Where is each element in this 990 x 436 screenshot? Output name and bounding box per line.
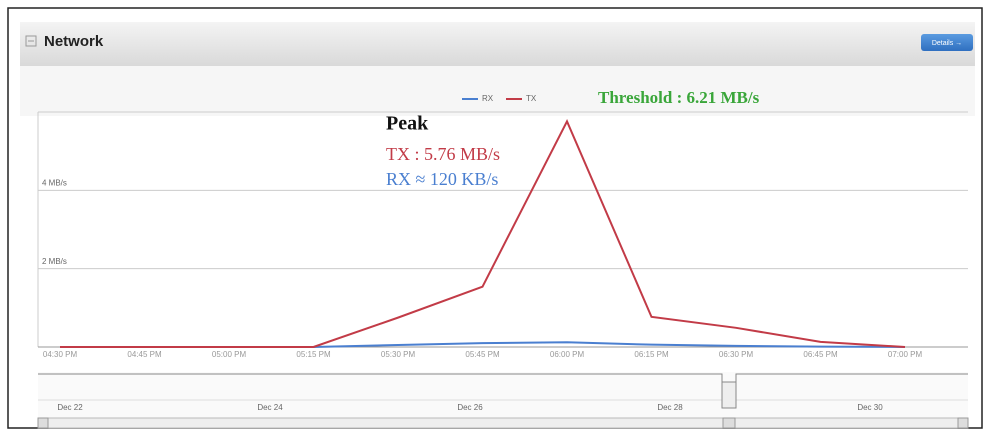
navigator[interactable] [38,372,968,418]
x-tick-label: 04:30 PM [43,350,78,359]
collapse-icon[interactable] [25,35,37,47]
y-tick-label: 4 MB/s [42,178,67,187]
navigator-label: Dec 30 [857,403,883,412]
y-tick-label: 2 MB/s [42,257,67,266]
x-tick-label: 05:00 PM [212,350,247,359]
x-tick-label: 06:30 PM [719,350,754,359]
annotation: RX ≈ 120 KB/s [386,169,498,189]
details-button[interactable] [921,34,973,51]
scrollbar-thumb[interactable] [722,417,736,429]
series-line [60,119,906,348]
scroll-left[interactable] [37,417,49,429]
x-tick-label: 05:30 PM [381,350,416,359]
panel-title: Network [44,33,104,50]
navigator-handle[interactable] [721,381,737,409]
x-tick-label: 05:45 PM [465,350,500,359]
x-tick-label: 04:45 PM [127,350,162,359]
annotation: TX : 5.76 MB/s [386,144,500,164]
scroll-right[interactable] [957,417,969,429]
threshold: Threshold : 6.21 MB/s [598,88,760,107]
navigator-label: Dec 22 [57,403,83,412]
legend-label: RX [482,94,494,103]
x-tick-label: 05:15 PM [296,350,331,359]
x-tick-label: 07:00 PM [888,350,923,359]
details-button-label: Details → [932,40,962,47]
x-tick-label: 06:15 PM [634,350,669,359]
navigator-label: Dec 26 [457,403,483,412]
scrollbar[interactable] [37,417,969,429]
annotation: Peak [386,113,429,135]
chart-top-shade [20,66,975,116]
x-tick-label: 06:45 PM [803,350,838,359]
legend-label: TX [526,94,537,103]
x-tick-label: 06:00 PM [550,350,585,359]
navigator-label: Dec 24 [257,403,283,412]
panel-header [20,22,975,66]
navigator-label: Dec 28 [657,403,683,412]
